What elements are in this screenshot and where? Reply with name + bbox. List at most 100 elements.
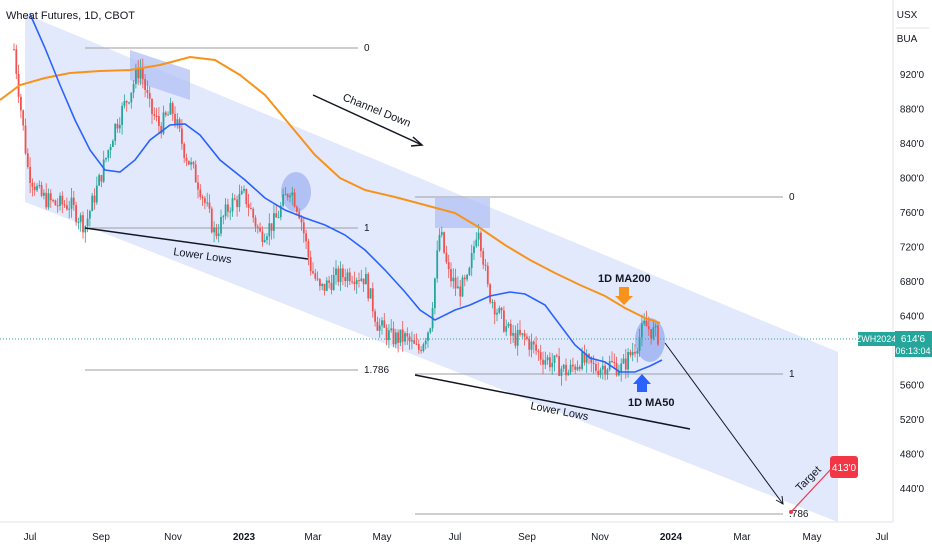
- candle-up: [369, 288, 372, 299]
- candle-up: [496, 312, 498, 315]
- x-tick-label: Mar: [733, 532, 751, 543]
- fib-label-1786-a: 1.786: [364, 365, 389, 376]
- candle-down: [233, 198, 236, 200]
- x-tick-label: Nov: [164, 532, 182, 543]
- candle-up: [622, 358, 625, 364]
- candle-down: [66, 205, 68, 210]
- x-tick-label: 2024: [660, 532, 683, 543]
- candle-down: [72, 197, 75, 206]
- y-tick-label: 720'0: [900, 243, 925, 254]
- candle-down: [657, 325, 659, 345]
- candle-down: [148, 92, 151, 99]
- candle-up: [365, 273, 367, 285]
- candle-down: [537, 350, 540, 353]
- y-tick-label: 480'0: [900, 450, 925, 461]
- candle-down: [307, 241, 310, 258]
- candle-up: [266, 236, 268, 240]
- candle-down: [535, 344, 537, 351]
- candle-down: [275, 213, 278, 218]
- axis-target-spacer: [895, 504, 932, 522]
- candle-down: [647, 326, 650, 330]
- candle-up: [91, 195, 94, 212]
- candle-down: [201, 197, 204, 199]
- target-price-badge[interactable]: [830, 456, 858, 478]
- candle-up: [477, 232, 480, 240]
- candle-down: [20, 96, 22, 111]
- time-axis[interactable]: [0, 522, 893, 550]
- candle-up: [473, 246, 475, 254]
- candle-down: [24, 125, 27, 154]
- candle-down: [629, 351, 632, 356]
- candle-down: [204, 198, 206, 203]
- ma50-line: [29, 13, 663, 373]
- candle-down: [227, 204, 229, 212]
- x-tick-label: Nov: [591, 532, 609, 543]
- candle-down: [144, 79, 146, 90]
- candle-up: [79, 215, 82, 222]
- candle-down: [199, 189, 202, 198]
- candle-up: [516, 329, 519, 346]
- candle-up: [562, 364, 565, 369]
- unit-label[interactable]: BUA: [897, 34, 918, 45]
- candle-down: [383, 320, 386, 328]
- highlight-circle-1: [281, 172, 311, 212]
- y-tick-label: 840'0: [900, 139, 925, 150]
- candle-down: [549, 357, 551, 368]
- currency-label[interactable]: USX: [897, 10, 918, 21]
- candle-up: [206, 202, 209, 204]
- candle-up: [381, 320, 383, 326]
- candle-down: [15, 49, 18, 74]
- candle-up: [335, 268, 337, 275]
- candle-down: [348, 272, 351, 282]
- candle-up: [627, 351, 629, 370]
- candle-up: [576, 366, 579, 370]
- candle-down: [13, 49, 15, 51]
- candle-up: [240, 190, 243, 195]
- candle-down: [100, 175, 103, 182]
- symbol-tag[interactable]: [858, 332, 895, 346]
- candle-up: [222, 216, 225, 218]
- candle-up: [89, 211, 91, 219]
- candle-up: [77, 221, 80, 223]
- highlight-box-top-mid: [435, 198, 490, 228]
- candle-down: [450, 269, 452, 282]
- candle-down: [40, 185, 43, 196]
- candle-up: [530, 341, 533, 350]
- candle-down: [337, 268, 340, 282]
- candle-up: [123, 101, 126, 106]
- candle-down: [634, 351, 636, 354]
- target-start-dot: [789, 510, 793, 514]
- candle-up: [213, 227, 215, 233]
- candle-down: [519, 329, 521, 335]
- candle-up: [652, 327, 655, 339]
- candle-down: [597, 370, 600, 375]
- candle-down: [33, 186, 36, 191]
- candle-up: [388, 330, 390, 341]
- candle-down: [604, 365, 606, 375]
- highlight-box-top-left: [130, 50, 190, 100]
- ma200-label: 1D MA200: [598, 273, 651, 285]
- candle-down: [259, 227, 261, 232]
- price-axis[interactable]: [893, 0, 932, 550]
- candle-up: [291, 192, 294, 196]
- candle-down: [146, 89, 149, 93]
- candle-up: [220, 216, 222, 234]
- candle-down: [342, 268, 344, 278]
- candle-down: [45, 192, 48, 208]
- candle-up: [231, 198, 234, 212]
- candle-up: [606, 369, 609, 375]
- candle-down: [309, 257, 312, 272]
- candle-down: [539, 352, 542, 360]
- last-price-tag[interactable]: [895, 331, 932, 357]
- candle-up: [654, 325, 657, 328]
- candle-down: [61, 195, 64, 205]
- candle-down: [300, 218, 303, 223]
- countdown-text: 06:13:04: [895, 346, 930, 356]
- candle-up: [569, 364, 572, 373]
- candle-down: [371, 288, 374, 312]
- candle-down: [624, 358, 627, 370]
- candle-down: [93, 195, 96, 203]
- candle-up: [599, 369, 602, 375]
- candle-up: [544, 360, 547, 365]
